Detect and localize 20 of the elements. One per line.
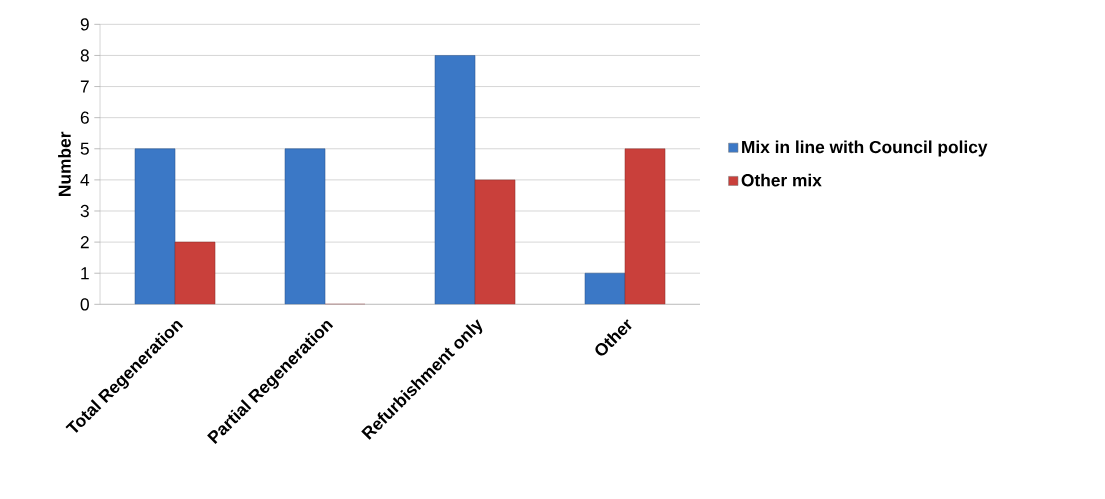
y-axis-title: Number bbox=[58, 131, 71, 196]
bar bbox=[434, 55, 476, 305]
bar bbox=[174, 241, 216, 305]
y-tick-label: 3 bbox=[80, 204, 89, 218]
y-tick-label: 4 bbox=[80, 173, 90, 186]
bar bbox=[474, 179, 516, 305]
y-tick-label: 8 bbox=[80, 49, 89, 62]
y-tick-label: 2 bbox=[80, 236, 89, 249]
y-tick-label: 1 bbox=[81, 267, 89, 280]
y-tick-label: 9 bbox=[80, 18, 89, 31]
y-tick-label: 0 bbox=[80, 298, 89, 311]
legend-label: Mix in line with Council policy bbox=[742, 140, 988, 157]
legend-label: Other mix bbox=[741, 173, 822, 187]
y-tick-label: 6 bbox=[80, 111, 89, 124]
bar bbox=[134, 148, 176, 305]
bar bbox=[584, 272, 626, 305]
bar bbox=[624, 148, 666, 305]
bar bbox=[284, 148, 326, 305]
y-tick-label: 7 bbox=[80, 80, 89, 93]
y-tick-label: 5 bbox=[80, 142, 89, 155]
